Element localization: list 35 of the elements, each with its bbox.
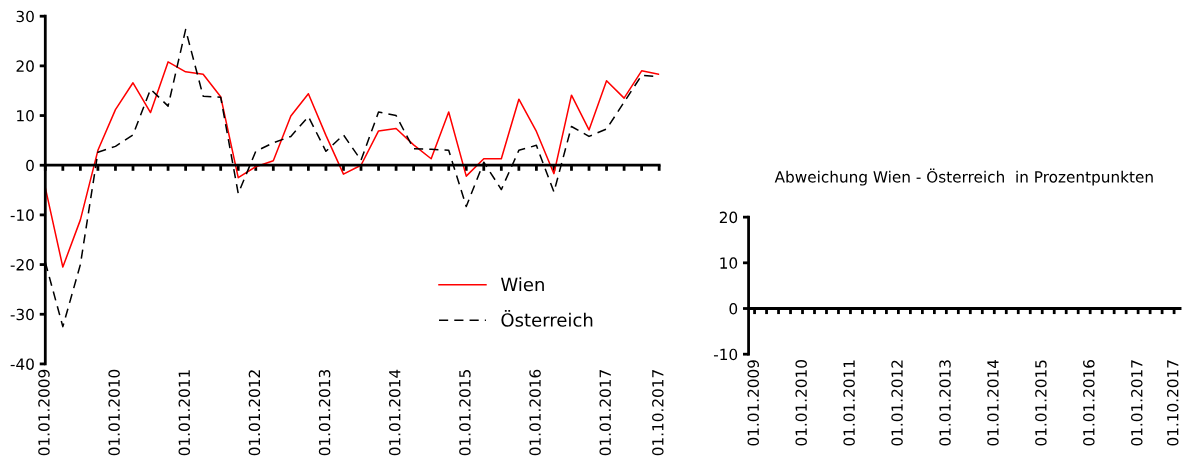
y-tick-label: 20 [719,211,738,224]
x-tick-label: 01.01.2011 [178,370,191,456]
x-tick-label: 01.01.2012 [891,360,903,446]
x-tick-label: 01.01.2013 [939,360,951,446]
x-tick-label: 01.01.2012 [248,370,261,456]
x-tick-label: 01.01.2014 [388,369,401,456]
x-tick-label: 01.01.2017 [599,370,611,456]
x-tick-label: 01.01.2010 [795,360,807,446]
x-tick-label: 01.10.2017 [1166,360,1179,446]
y-tick-label: 0 [26,159,34,172]
y-tick-label: -10 [10,209,34,221]
x-tick-label: 01.01.2016 [1083,360,1095,446]
x-tick-label: 01.01.2015 [459,370,471,456]
y-tick-label: 10 [720,257,738,269]
x-tick-label: 01.01.2009 [38,369,50,456]
x-tick-label: 01.01.2015 [1035,360,1047,446]
y-tick-label: -40 [10,358,34,370]
legend-label: Österreich [501,310,593,327]
x-tick-label: 01.01.2013 [318,370,331,456]
y-tick-label: -30 [10,308,34,321]
y-tick-label: 30 [16,10,34,23]
y-tick-label: -20 [10,259,34,271]
chart-title: Abweichung Wien - Österreich in Prozentpunkten [774,168,1153,186]
y-tick-label: -10 [713,348,738,361]
x-tick-label: 01.01.2017 [1131,360,1143,446]
x-tick-label: 01.01.2009 [747,360,759,446]
legend-label: Wien [500,277,544,292]
x-tick-label: 01.01.2016 [529,369,541,456]
y-tick-label: 10 [17,110,34,122]
x-tick-label: 01.10.2017 [652,370,664,456]
y-tick-label: 20 [16,60,34,72]
x-tick-label: 01.01.2011 [843,360,855,446]
x-tick-label: 01.01.2010 [108,369,120,456]
y-tick-label: 0 [729,302,738,315]
x-tick-label: 01.01.2014 [987,359,999,446]
